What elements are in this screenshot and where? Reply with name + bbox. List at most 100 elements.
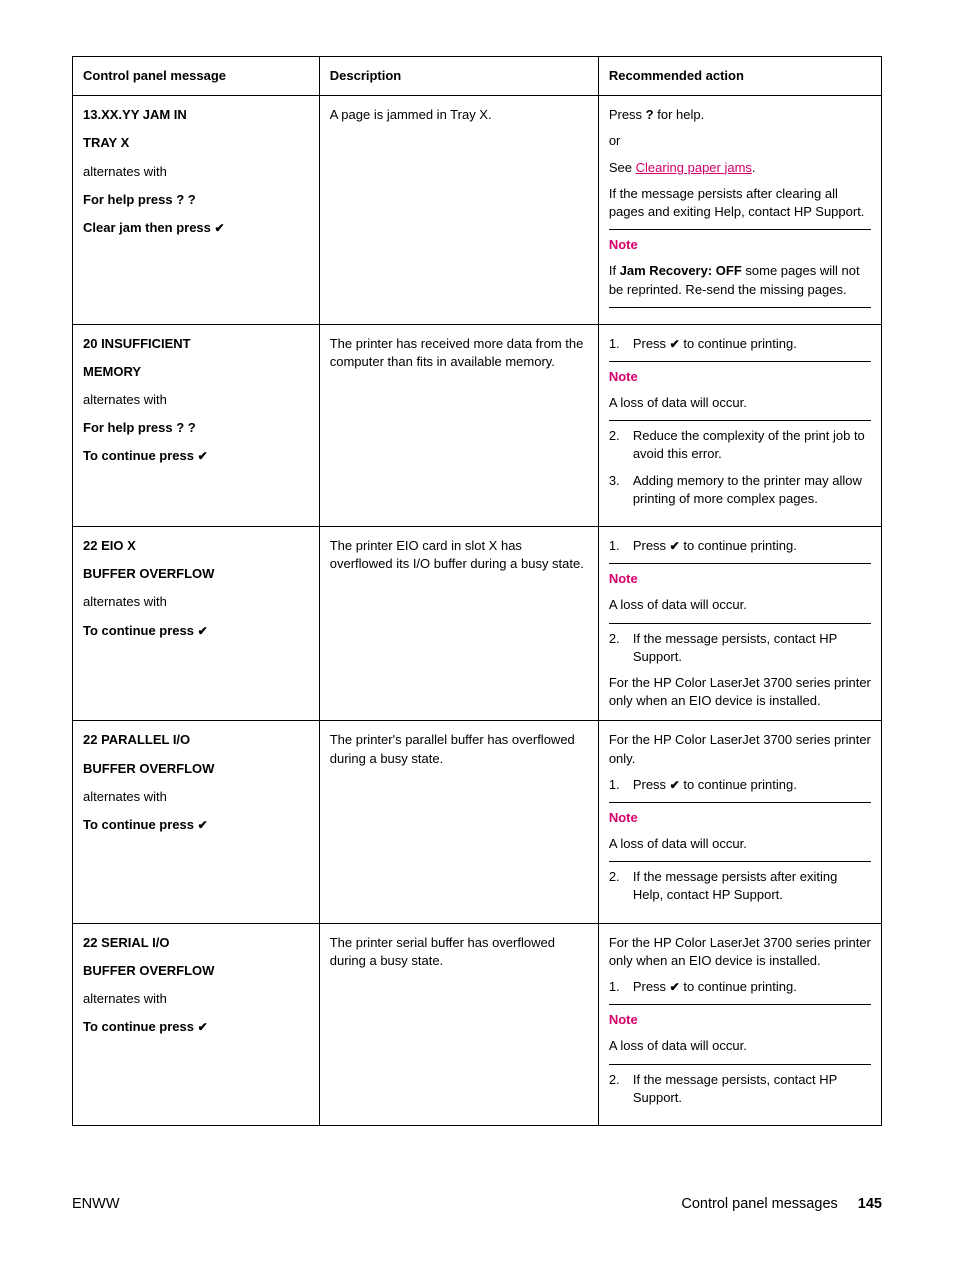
note-text: A loss of data will occur. [609, 835, 871, 853]
text: Press [633, 979, 670, 994]
cell-message: 13.XX.YY JAM IN TRAY X alternates with F… [73, 96, 320, 325]
msg-alternates: alternates with [83, 788, 309, 806]
cell-message: 22 SERIAL I/O BUFFER OVERFLOW alternates… [73, 923, 320, 1125]
description-text: The printer's parallel buffer has overfl… [330, 731, 588, 767]
note-label: Note [609, 570, 871, 588]
list-item: 1. Press ✔ to continue printing. [609, 978, 871, 996]
msg-line: For help press ? ? [83, 419, 309, 437]
check-icon: ✔ [670, 337, 680, 351]
question-icon: ? [646, 107, 654, 122]
list-text: Reduce the complexity of the print job t… [633, 427, 871, 463]
list-item: 1. Press ✔ to continue printing. [609, 776, 871, 794]
list-text: Press ✔ to continue printing. [633, 537, 871, 555]
numbered-list: 2. Reduce the complexity of the print jo… [609, 427, 871, 508]
msg-line: BUFFER OVERFLOW [83, 760, 309, 778]
cell-action: Press ? for help. or See Clearing paper … [598, 96, 881, 325]
numbered-list: 1. Press ✔ to continue printing. [609, 335, 871, 353]
cell-action: 1. Press ✔ to continue printing. Note A … [598, 324, 881, 526]
text: to continue printing. [680, 979, 797, 994]
msg-alternates: alternates with [83, 990, 309, 1008]
header-recommended-action: Recommended action [598, 57, 881, 96]
list-text: If the message persists after exiting He… [633, 868, 871, 904]
description-text: The printer EIO card in slot X has overf… [330, 537, 588, 573]
action-text: For the HP Color LaserJet 3700 series pr… [609, 934, 871, 970]
table-row: 13.XX.YY JAM IN TRAY X alternates with F… [73, 96, 882, 325]
page: Control panel message Description Recomm… [0, 0, 954, 1270]
numbered-list: 2. If the message persists, contact HP S… [609, 630, 871, 666]
msg-text: To continue press [83, 817, 194, 832]
description-text: A page is jammed in Tray X. [330, 106, 588, 124]
text: Press [633, 777, 670, 792]
numbered-list: 1. Press ✔ to continue printing. [609, 978, 871, 996]
text: If [609, 263, 620, 278]
table-row: 20 INSUFFICIENT MEMORY alternates with F… [73, 324, 882, 526]
list-number: 1. [609, 537, 633, 555]
clearing-paper-jams-link[interactable]: Clearing paper jams [636, 160, 752, 175]
note-rule [609, 1064, 871, 1065]
check-icon: ✔ [215, 221, 225, 235]
list-number: 3. [609, 472, 633, 508]
numbered-list: 2. If the message persists, contact HP S… [609, 1071, 871, 1107]
msg-text: For help press ? [83, 420, 184, 435]
action-text: or [609, 132, 871, 150]
msg-text: To continue press [83, 448, 194, 463]
msg-line: TRAY X [83, 134, 309, 152]
list-item: 3. Adding memory to the printer may allo… [609, 472, 871, 508]
cell-description: The printer has received more data from … [319, 324, 598, 526]
msg-line: To continue press ✔ [83, 447, 309, 465]
note-label: Note [609, 236, 871, 254]
msg-text: Clear jam then press [83, 220, 211, 235]
action-text: See Clearing paper jams. [609, 159, 871, 177]
action-block: For the HP Color LaserJet 3700 series pr… [609, 934, 871, 1107]
list-item: 2. If the message persists after exiting… [609, 868, 871, 904]
msg-line: 13.XX.YY JAM IN [83, 106, 309, 124]
note-label: Note [609, 809, 871, 827]
msg-line: BUFFER OVERFLOW [83, 962, 309, 980]
header-control-panel-message: Control panel message [73, 57, 320, 96]
table-row: 22 SERIAL I/O BUFFER OVERFLOW alternates… [73, 923, 882, 1125]
list-number: 2. [609, 868, 633, 904]
table-row: 22 EIO X BUFFER OVERFLOW alternates with… [73, 527, 882, 721]
list-number: 1. [609, 776, 633, 794]
footer-right: Control panel messages 145 [681, 1194, 882, 1214]
msg-line: To continue press ✔ [83, 816, 309, 834]
note-label: Note [609, 1011, 871, 1029]
msg-line: BUFFER OVERFLOW [83, 565, 309, 583]
check-icon: ✔ [198, 818, 208, 832]
text: See [609, 160, 636, 175]
cell-message: 22 PARALLEL I/O BUFFER OVERFLOW alternat… [73, 721, 320, 923]
list-text: Press ✔ to continue printing. [633, 335, 871, 353]
cell-description: The printer's parallel buffer has overfl… [319, 721, 598, 923]
cell-description: The printer serial buffer has overflowed… [319, 923, 598, 1125]
list-item: 1. Press ✔ to continue printing. [609, 335, 871, 353]
list-number: 2. [609, 427, 633, 463]
footer-left: ENWW [72, 1194, 120, 1214]
table-header-row: Control panel message Description Recomm… [73, 57, 882, 96]
text: to continue printing. [680, 538, 797, 553]
list-number: 2. [609, 1071, 633, 1107]
msg-line: To continue press ✔ [83, 1018, 309, 1036]
msg-line: To continue press ✔ [83, 622, 309, 640]
action-block: 1. Press ✔ to continue printing. Note A … [609, 335, 871, 508]
description-text: The printer has received more data from … [330, 335, 588, 371]
msg-line: 20 INSUFFICIENT [83, 335, 309, 353]
action-text: For the HP Color LaserJet 3700 series pr… [609, 731, 871, 767]
check-icon: ✔ [198, 449, 208, 463]
action-text: If the message persists after clearing a… [609, 185, 871, 221]
note-rule [609, 307, 871, 308]
cell-action: For the HP Color LaserJet 3700 series pr… [598, 923, 881, 1125]
note-rule [609, 1004, 871, 1005]
cell-action: For the HP Color LaserJet 3700 series pr… [598, 721, 881, 923]
text: . [752, 160, 756, 175]
question-icon: ? [188, 420, 196, 435]
cell-action: 1. Press ✔ to continue printing. Note A … [598, 527, 881, 721]
list-number: 1. [609, 978, 633, 996]
cell-message: 22 EIO X BUFFER OVERFLOW alternates with… [73, 527, 320, 721]
text-bold: Jam Recovery: OFF [620, 263, 742, 278]
note-text: A loss of data will occur. [609, 1037, 871, 1055]
check-icon: ✔ [670, 539, 680, 553]
action-block: 1. Press ✔ to continue printing. Note A … [609, 537, 871, 710]
footer-section-title: Control panel messages [681, 1196, 837, 1212]
page-number: 145 [858, 1196, 882, 1212]
check-icon: ✔ [670, 778, 680, 792]
